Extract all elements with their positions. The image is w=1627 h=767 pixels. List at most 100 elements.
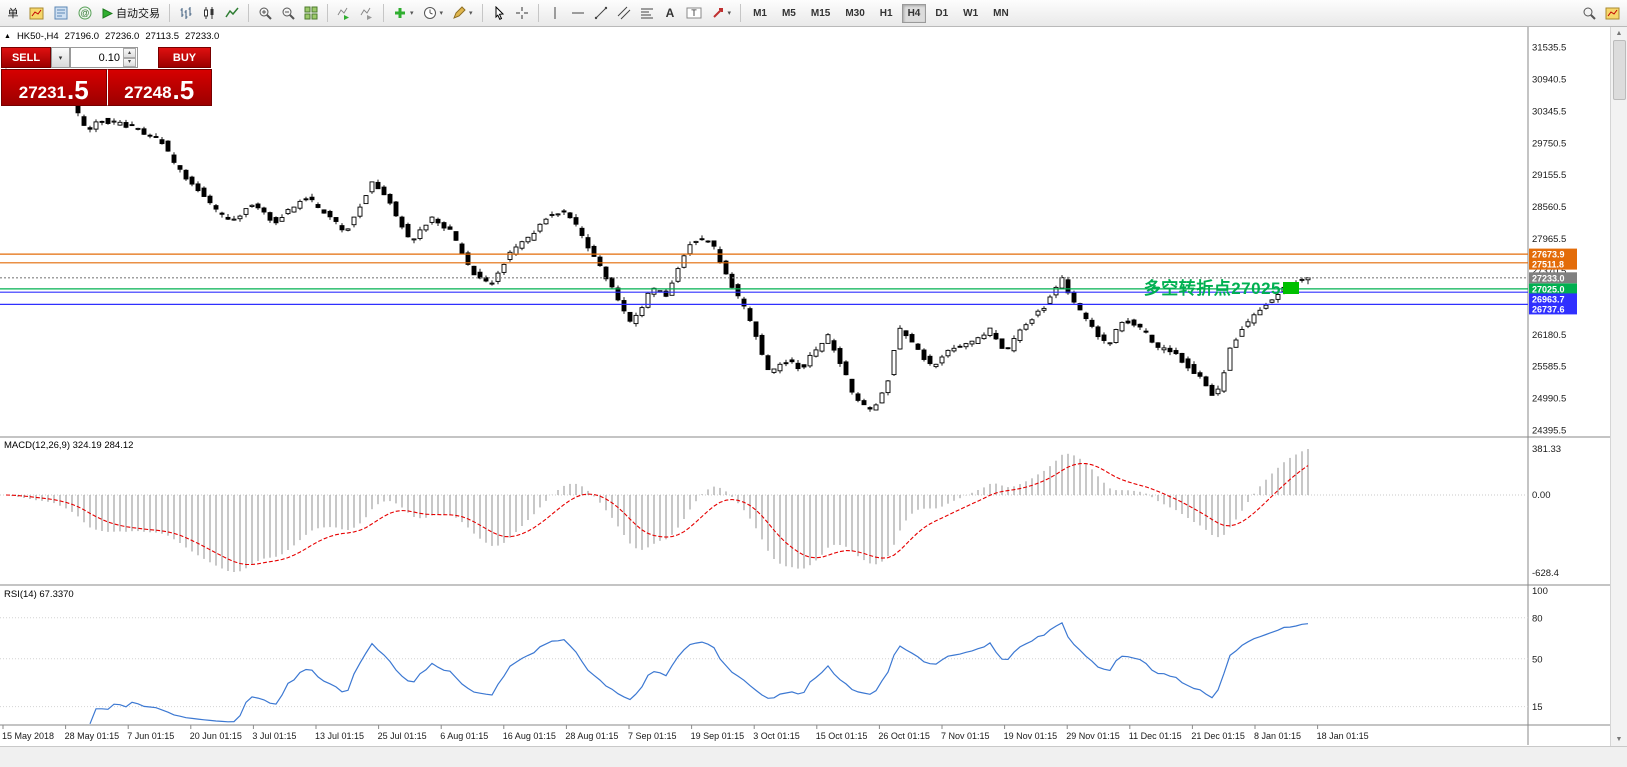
timeframe-w1-button[interactable]: W1 — [957, 4, 984, 23]
svg-text:7 Jun 01:15: 7 Jun 01:15 — [127, 731, 174, 741]
timeframe-m30-button[interactable]: M30 — [839, 4, 870, 23]
crosshair-button[interactable] — [511, 2, 533, 24]
templates-button[interactable]: ▾ — [448, 2, 477, 24]
search-button[interactable] — [1578, 2, 1600, 24]
svg-text:8 Jan 01:15: 8 Jan 01:15 — [1254, 731, 1301, 741]
zoom-in-button[interactable] — [254, 2, 276, 24]
svg-text:20 Jun 01:15: 20 Jun 01:15 — [190, 731, 242, 741]
chevron-down-icon: ▾ — [58, 54, 63, 62]
auto-scroll-button[interactable] — [333, 2, 355, 24]
line-chart-button[interactable] — [221, 2, 243, 24]
sell-button[interactable]: SELL — [1, 47, 51, 68]
horizontal-level-lines[interactable] — [0, 253, 1528, 305]
chart-shift-button[interactable] — [356, 2, 378, 24]
navigator-button[interactable] — [50, 2, 73, 24]
scrollbar-thumb[interactable] — [1612, 40, 1626, 100]
text-label-icon: T — [686, 7, 702, 19]
toolbar-separator — [327, 4, 328, 22]
chart-annotation-text[interactable]: 多空转折点27025 — [1143, 279, 1281, 298]
trendline-button[interactable] — [590, 2, 612, 24]
zoom-in-icon — [259, 7, 272, 20]
community-button[interactable]: @ — [74, 2, 97, 24]
svg-text:29 Nov 01:15: 29 Nov 01:15 — [1066, 731, 1120, 741]
autotrading-button-label: 自动交易 — [116, 8, 160, 20]
timeframe-h4-button[interactable]: H4 — [901, 3, 927, 23]
toolbar-separator — [248, 4, 249, 22]
chevron-down-icon: ▾ — [439, 10, 444, 17]
order-type-dropdown[interactable]: ▾ — [51, 47, 70, 68]
timeframe-d1-button[interactable]: D1 — [929, 4, 954, 23]
search-icon — [1583, 7, 1596, 20]
one-click-trading-panel: SELL ▾ ▴ ▾ BUY 27231.5 27248.5 — [1, 47, 212, 106]
scroll-up-icon[interactable]: ▲ — [1615, 30, 1623, 37]
scroll-down-icon[interactable]: ▼ — [1615, 736, 1623, 743]
horizontal-line-button[interactable] — [567, 2, 589, 24]
auto-scroll-icon — [337, 7, 349, 20]
cursor-button[interactable] — [488, 2, 510, 24]
timeframe-h1-button[interactable]: H1 — [874, 4, 899, 23]
bar-chart-icon — [180, 7, 192, 19]
volume-input[interactable] — [71, 48, 123, 67]
text-label-button[interactable]: T — [682, 2, 706, 24]
tile-windows-button[interactable] — [300, 2, 322, 24]
sell-price-display[interactable]: 27231.5 — [1, 69, 107, 106]
svg-text:50: 50 — [1532, 654, 1543, 665]
symbol-period-label: HK50-,H4 — [16, 31, 59, 42]
high-value: 27236.0 — [105, 31, 140, 42]
candlestick-chart-icon — [204, 7, 214, 19]
autotrading-button[interactable]: 自动交易 — [98, 2, 164, 24]
chevron-down-icon: ▾ — [469, 10, 473, 17]
vertical-scrollbar[interactable]: ▲ ▼ — [1610, 27, 1627, 746]
indicators-button[interactable]: ▾ — [389, 2, 418, 24]
buy-button[interactable]: BUY — [158, 47, 211, 68]
svg-text:30940.5: 30940.5 — [1532, 74, 1566, 85]
vertical-line-button[interactable] — [544, 2, 566, 24]
vertical-line-icon — [554, 7, 556, 19]
svg-text:24395.5: 24395.5 — [1532, 426, 1566, 437]
text-button[interactable]: A — [659, 2, 681, 24]
volume-decrease-button[interactable]: ▾ — [123, 57, 136, 67]
horizontal-line-icon — [571, 12, 584, 14]
buy-price-display[interactable]: 27248.5 — [106, 69, 212, 106]
fibonacci-button[interactable] — [636, 2, 658, 24]
arrows-button[interactable]: ▾ — [707, 2, 736, 24]
chart-shift-icon — [360, 7, 372, 20]
annotation-marker[interactable] — [1283, 282, 1299, 294]
volume-increase-button[interactable]: ▴ — [123, 48, 136, 58]
toolbar-separator — [481, 4, 483, 22]
svg-text:7 Nov 01:15: 7 Nov 01:15 — [941, 731, 990, 741]
bottom-status-strip — [0, 746, 1627, 767]
svg-text:25 Jul 01:15: 25 Jul 01:15 — [378, 731, 427, 741]
svg-text:28560.5: 28560.5 — [1532, 202, 1566, 213]
new-order-button[interactable]: 单 — [2, 2, 24, 24]
svg-text:27965.5: 27965.5 — [1532, 234, 1566, 245]
new-chart-button[interactable] — [1601, 2, 1625, 24]
svg-text:100: 100 — [1532, 586, 1548, 597]
timeframe-m5-button[interactable]: M5 — [776, 4, 802, 23]
price-axis-labels: 31535.5 30940.5 30345.5 29750.5 29155.5 28560… — [1532, 43, 1566, 437]
svg-text:3 Jul 01:15: 3 Jul 01:15 — [252, 731, 296, 741]
candlestick-chart-button[interactable] — [198, 2, 220, 24]
timeframe-m15-button[interactable]: M15 — [805, 4, 836, 23]
trade-panel-prices: 27231.5 27248.5 — [1, 69, 212, 106]
svg-text:27511.8: 27511.8 — [1532, 260, 1564, 270]
bar-chart-button[interactable] — [175, 2, 197, 24]
periods-button[interactable]: ▾ — [419, 2, 448, 24]
indicators-icon — [395, 8, 405, 18]
community-icon: @ — [78, 6, 92, 20]
svg-text:@: @ — [80, 8, 89, 18]
svg-text:7 Sep 01:15: 7 Sep 01:15 — [628, 731, 677, 741]
charts-button[interactable] — [25, 2, 49, 24]
svg-text:16 Aug 01:15: 16 Aug 01:15 — [503, 731, 556, 741]
timeframe-m1-button[interactable]: M1 — [747, 4, 773, 23]
zoom-out-button[interactable] — [277, 2, 299, 24]
svg-text:19 Nov 01:15: 19 Nov 01:15 — [1004, 731, 1058, 741]
svg-text:31535.5: 31535.5 — [1532, 43, 1566, 54]
rsi-indicator-label: RSI(14) 67.3370 — [4, 589, 74, 600]
sell-price-main: 27231 — [18, 83, 67, 102]
timeframe-mn-button[interactable]: MN — [987, 4, 1015, 23]
equidistant-channel-button[interactable] — [613, 2, 635, 24]
expand-arrow-icon[interactable]: ▲ — [4, 33, 11, 40]
